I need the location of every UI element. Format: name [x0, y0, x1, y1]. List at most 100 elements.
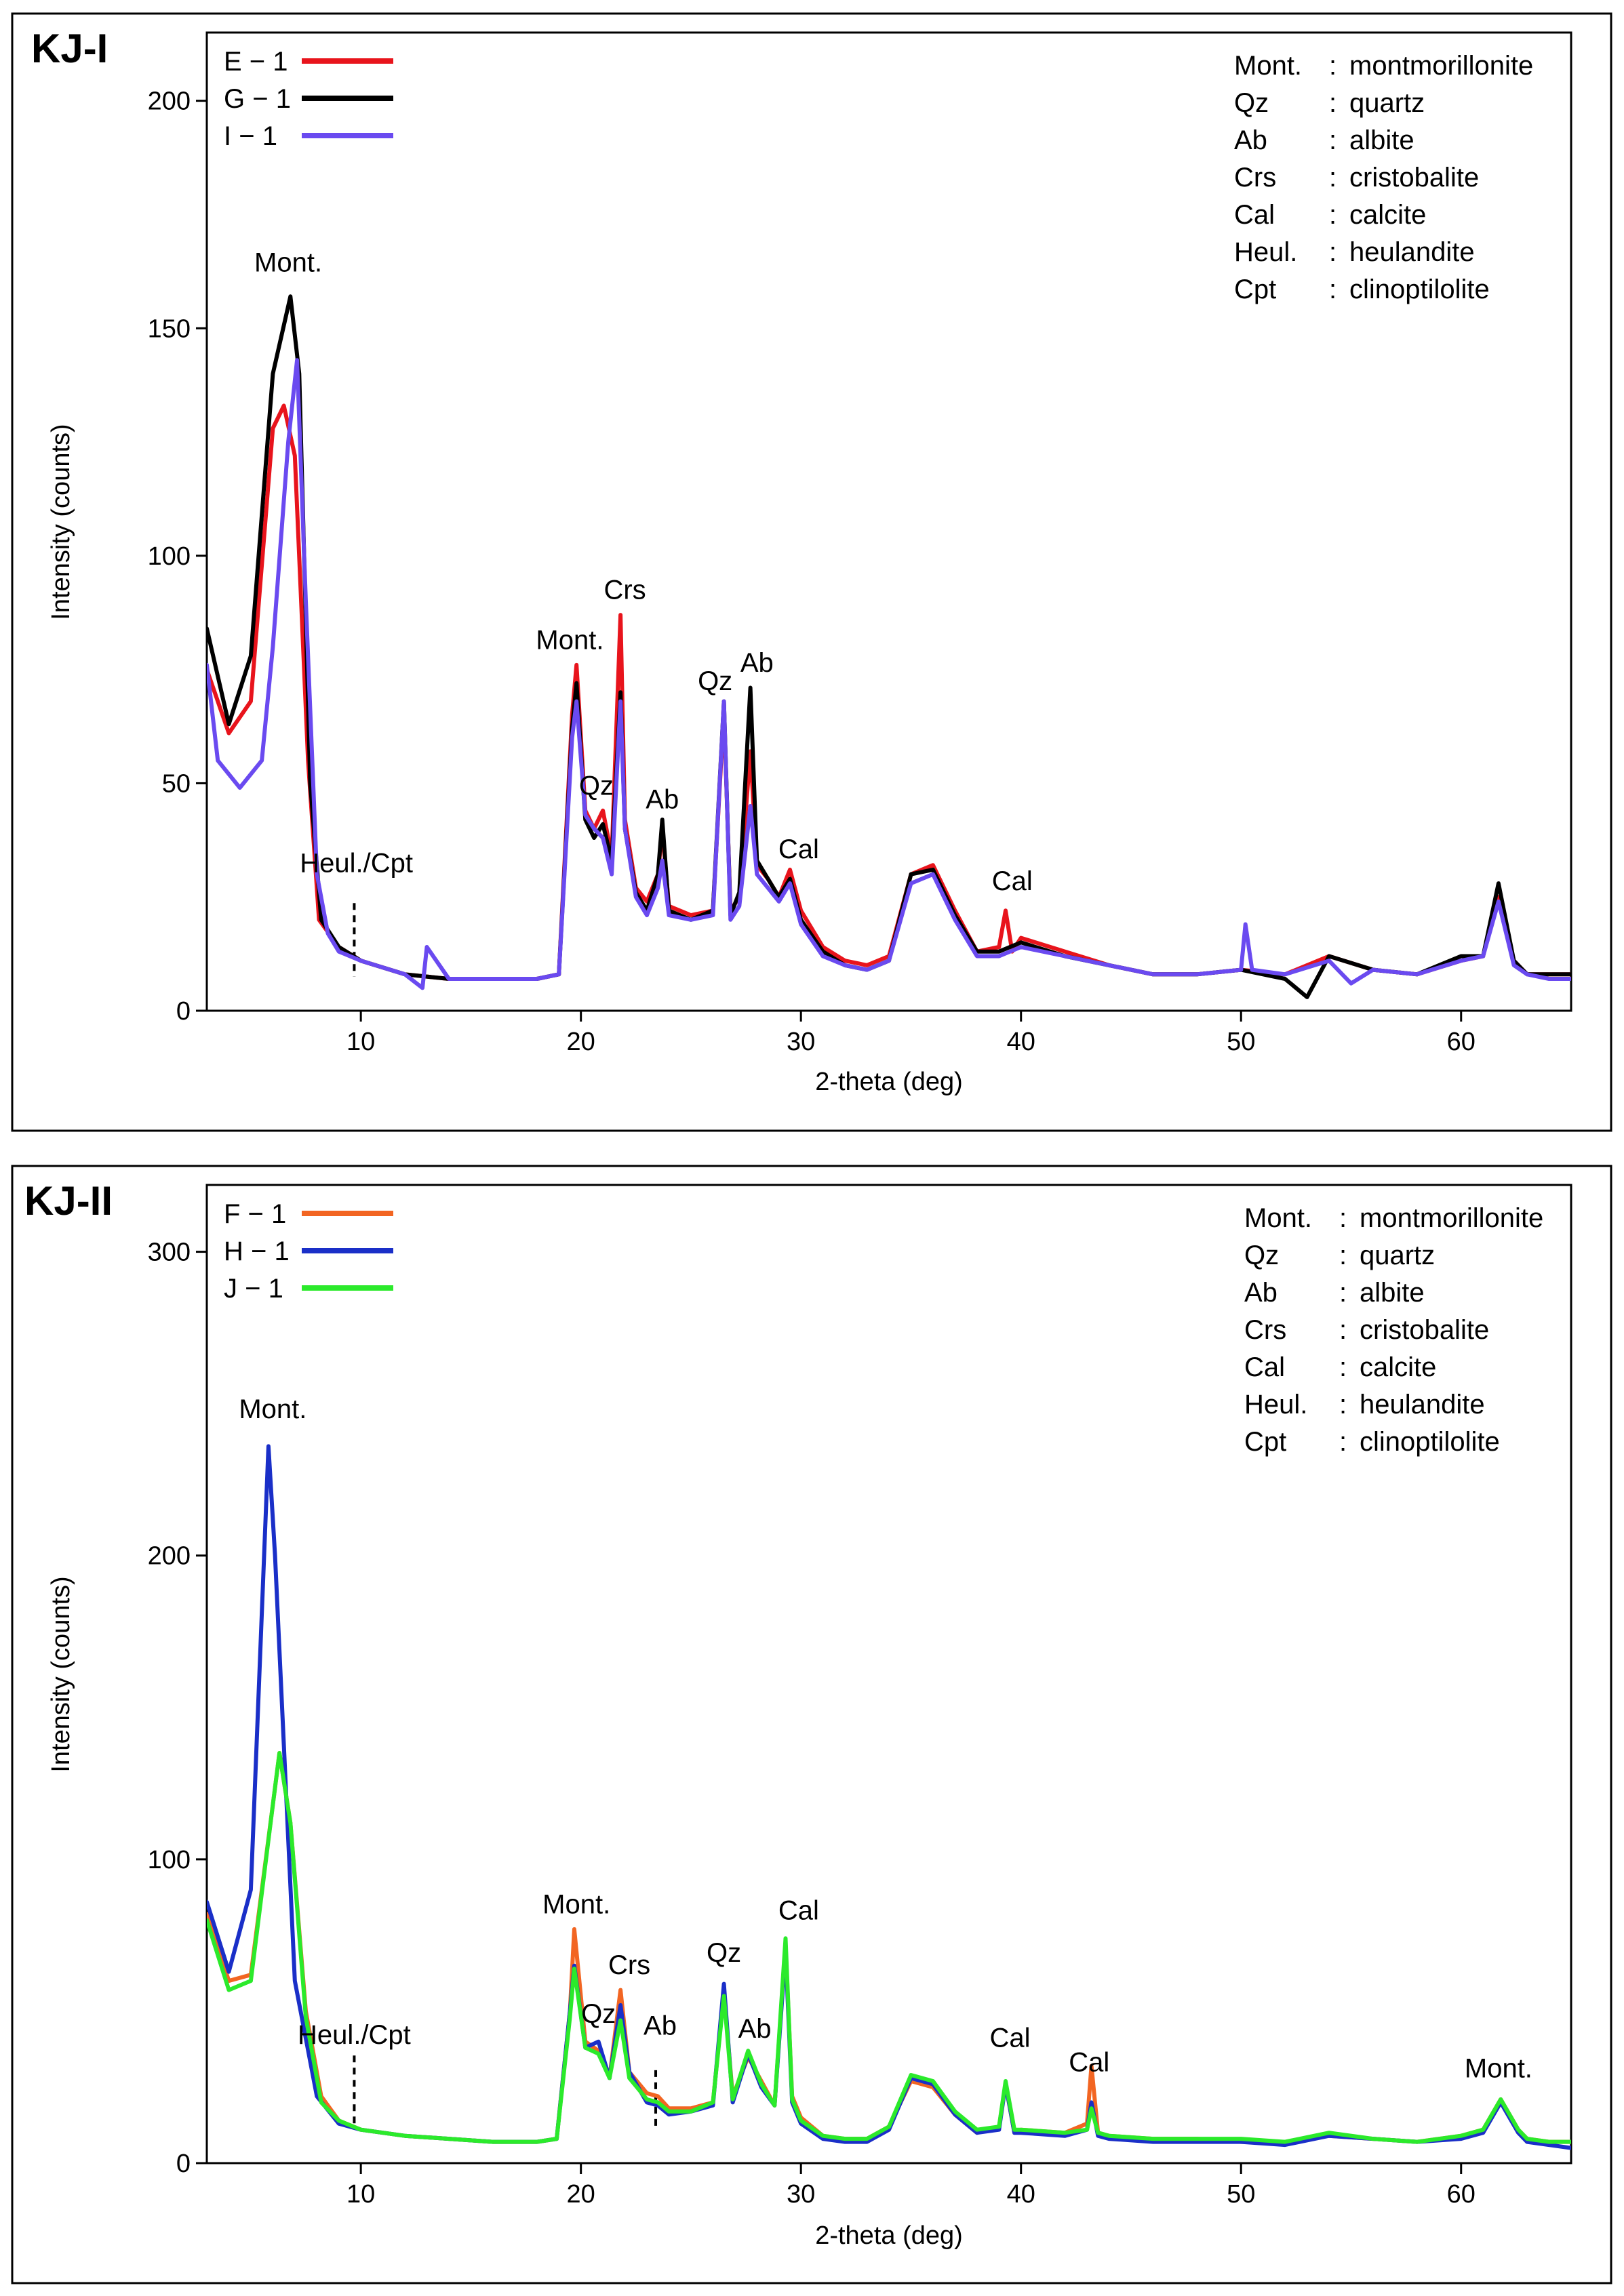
x-axis-title: 2-theta (deg) [815, 2221, 963, 2250]
panel-frame [11, 12, 1612, 1132]
x-tick-label: 60 [1447, 1028, 1476, 1056]
peak-label: Mont. [254, 247, 322, 277]
key-abbr: Qz [1244, 1241, 1279, 1270]
legend-label: F − 1 [224, 1199, 286, 1229]
x-tick-label: 60 [1447, 2180, 1476, 2209]
series-line-f-1 [207, 1751, 1571, 2144]
x-tick-label: 10 [346, 1028, 375, 1056]
key-separator: : [1329, 51, 1336, 81]
mineral-key: Mont.: montmorillonite Qz: quartz Ab: albite C… [1244, 1203, 1543, 1457]
legend: F − 1 H − 1 J − 1 [224, 1199, 393, 1304]
x-tick-label: 20 [567, 2180, 595, 2209]
peak-label: Ab [740, 648, 774, 678]
key-separator: : [1329, 237, 1336, 267]
y-tick-label: 200 [148, 87, 191, 116]
key-abbr: Mont. [1234, 51, 1302, 81]
peak-label: Heul./Cpt [300, 848, 413, 878]
key-name: clinoptilolite [1349, 275, 1490, 304]
key-name: cristobalite [1349, 163, 1479, 193]
key-separator: : [1329, 88, 1336, 118]
x-tick-label: 40 [1007, 1028, 1035, 1056]
peak-label: Mont. [239, 1394, 306, 1424]
key-name: clinoptilolite [1360, 1427, 1500, 1457]
key-name: calcite [1360, 1352, 1436, 1382]
key-abbr: Cpt [1234, 275, 1276, 304]
x-tick-label: 10 [346, 2180, 375, 2209]
key-abbr: Crs [1244, 1315, 1286, 1345]
key-abbr: Heul. [1244, 1390, 1307, 1419]
key-name: montmorillonite [1349, 51, 1533, 81]
peak-label: Qz [698, 666, 732, 696]
peak-label: Qz [579, 771, 614, 801]
key-name: quartz [1349, 88, 1425, 118]
series-lines [207, 1444, 1571, 2150]
peak-label: Qz [581, 1999, 616, 2029]
plot-area [205, 1184, 1572, 2164]
key-separator: : [1339, 1241, 1347, 1270]
key-name: heulandite [1349, 237, 1475, 267]
legend-label: E − 1 [224, 47, 288, 77]
y-tick-label: 0 [176, 2150, 191, 2178]
x-tick-label: 20 [567, 1028, 595, 1056]
key-abbr: Heul. [1234, 237, 1297, 267]
series-line-i-1 [207, 358, 1571, 990]
key-abbr: Cal [1234, 200, 1275, 230]
series-lines [207, 294, 1571, 999]
peak-label: Crs [608, 1950, 650, 1980]
series-line-j-1 [207, 1751, 1571, 2144]
peak-label: Crs [603, 576, 646, 605]
peak-label: Cal [778, 1895, 819, 1925]
y-tick-label: 0 [176, 997, 191, 1026]
y-tick-label: 100 [148, 542, 191, 571]
key-abbr: Crs [1234, 163, 1276, 193]
key-name: quartz [1360, 1241, 1435, 1270]
key-name: albite [1349, 125, 1414, 155]
key-abbr: Qz [1234, 88, 1269, 118]
key-separator: : [1329, 200, 1336, 230]
legend-label: G − 1 [224, 84, 291, 114]
legend: E − 1 G − 1 I − 1 [224, 47, 393, 151]
x-axis: 10 20 30 40 50 60 [346, 1011, 1476, 1056]
legend-label: H − 1 [224, 1236, 290, 1266]
peak-label: Cal [989, 2023, 1030, 2053]
key-name: heulandite [1360, 1390, 1485, 1419]
y-tick-label: 200 [148, 1542, 191, 1571]
key-abbr: Ab [1244, 1278, 1278, 1308]
key-name: albite [1360, 1278, 1425, 1308]
peak-label: Cal [992, 866, 1033, 896]
x-tick-label: 30 [787, 2180, 815, 2209]
y-tick-label: 100 [148, 1846, 191, 1874]
y-tick-label: 150 [148, 315, 191, 343]
peak-label: Qz [707, 1938, 741, 1968]
key-separator: : [1329, 163, 1336, 193]
plot-area [205, 31, 1572, 1012]
y-axis-title: Intensity (counts) [47, 1576, 75, 1772]
panel-title: KJ-I [31, 26, 108, 71]
key-separator: : [1339, 1427, 1347, 1457]
y-tick-label: 50 [162, 769, 191, 798]
peak-label: Heul./Cpt [298, 2020, 411, 2050]
peak-label: Ab [738, 2014, 772, 2044]
x-axis-title: 2-theta (deg) [815, 1068, 963, 1096]
reference-markers [353, 2055, 658, 2129]
series-line-h-1 [207, 1444, 1571, 2150]
series-line-g-1 [207, 294, 1571, 999]
series-line-e-1 [207, 403, 1571, 981]
x-tick-label: 30 [787, 1028, 815, 1056]
key-separator: : [1339, 1203, 1347, 1233]
peak-label: Mont. [1465, 2053, 1532, 2083]
legend-label: J − 1 [224, 1274, 283, 1304]
key-abbr: Ab [1234, 125, 1267, 155]
key-separator: : [1339, 1390, 1347, 1419]
mineral-key: Mont.: montmorillonite Qz: quartz Ab: albite C… [1234, 51, 1533, 304]
y-tick-label: 300 [148, 1238, 191, 1267]
peak-label: Ab [646, 784, 679, 814]
peak-label: Cal [778, 834, 819, 864]
key-separator: : [1339, 1315, 1347, 1345]
legend-label: I − 1 [224, 121, 277, 151]
y-axis: 0 100 200 300 [148, 1238, 207, 2178]
peak-label: Mont. [536, 625, 603, 655]
key-name: calcite [1349, 200, 1426, 230]
key-abbr: Mont. [1244, 1203, 1312, 1233]
